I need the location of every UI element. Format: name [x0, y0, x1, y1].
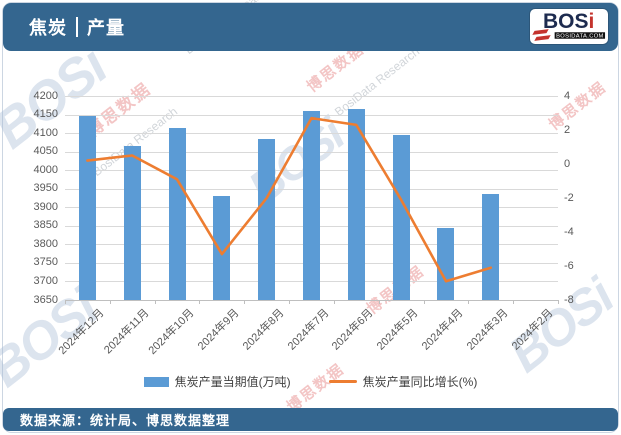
logo-domain: BOSIDATA.COM [554, 32, 605, 39]
bar-series-swatch-icon [143, 376, 169, 387]
page-title-category: 焦炭 [29, 18, 67, 38]
logo-stripe-icon [534, 35, 551, 41]
legend-item-bar-series: 焦炭产量当期值(万吨) [143, 373, 291, 390]
bosi-logo: BOSi BOSIDATA.COM [530, 9, 608, 44]
chart-legend: 焦炭产量当期值(万吨) 焦炭产量同比增长(%) [0, 373, 621, 390]
page-title-metric: 产量 [87, 18, 125, 38]
legend-label: 焦炭产量同比增长(%) [362, 375, 478, 389]
header-bar: 焦炭 产量 BOSi BOSIDATA.COM [3, 3, 618, 51]
footer-bar: 数据来源：统计局、博思数据整理 [3, 408, 618, 431]
page-title: 焦炭 产量 [29, 14, 125, 40]
legend-label: 焦炭产量当期值(万吨) [174, 375, 291, 389]
logo-wordmark: BOSi [543, 10, 595, 33]
legend-item-line-series: 焦炭产量同比增长(%) [328, 373, 478, 390]
title-separator [76, 17, 78, 37]
line-series-swatch-icon [328, 380, 357, 383]
data-source-text: 数据来源：统计局、博思数据整理 [20, 413, 231, 428]
